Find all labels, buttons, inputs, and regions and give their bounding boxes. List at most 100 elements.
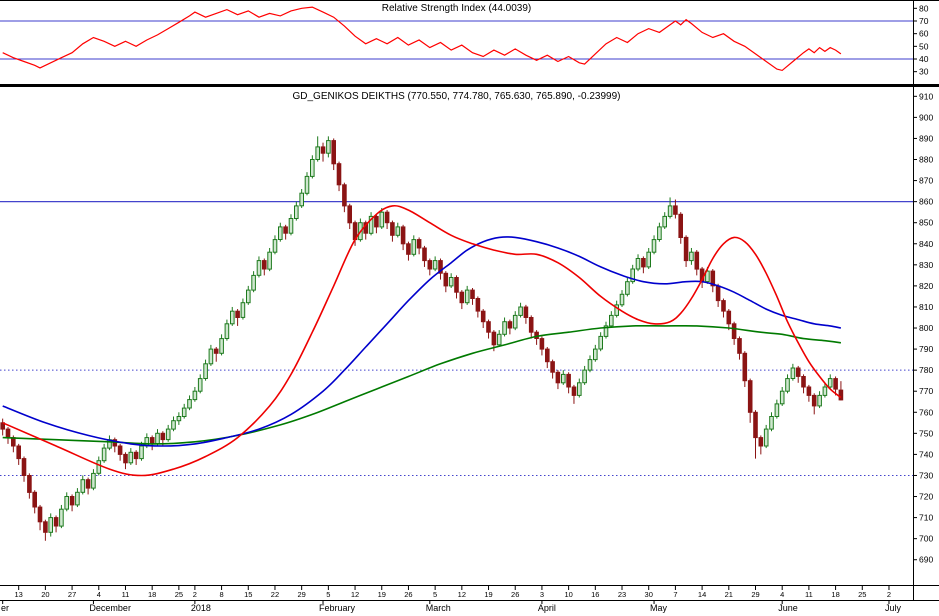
candlestick	[550, 359, 555, 379]
candle-body	[294, 205, 299, 219]
candle-body	[811, 394, 817, 407]
candle-body	[657, 226, 662, 240]
candlestick	[299, 189, 304, 208]
candlestick	[294, 201, 299, 221]
candle-body	[593, 348, 598, 361]
candle-body	[454, 277, 459, 293]
candle-body	[299, 192, 304, 207]
candlestick	[331, 138, 336, 171]
candlestick	[208, 344, 214, 366]
candlestick	[657, 222, 662, 242]
candlestick	[5, 427, 11, 444]
candlestick	[496, 330, 502, 347]
candle-body	[43, 521, 48, 533]
rsi-axis-label: 30	[919, 67, 929, 77]
date-tick-label: 19	[484, 590, 492, 599]
price-axis-label: 760	[919, 407, 933, 417]
candle-body	[518, 306, 523, 316]
candlestick	[16, 443, 21, 465]
candlestick	[715, 283, 721, 307]
candle-body	[667, 205, 673, 217]
date-tick-label: 18	[148, 590, 156, 599]
candle-body	[315, 146, 320, 160]
candle-body	[342, 184, 347, 207]
candle-body	[246, 289, 251, 304]
candlestick	[806, 384, 812, 402]
candle-body	[48, 517, 54, 533]
candlestick	[480, 309, 486, 329]
date-tick-label: 4	[97, 590, 101, 599]
candlestick	[630, 264, 636, 284]
candlestick	[59, 504, 64, 529]
candle-body	[555, 371, 561, 384]
candlestick	[523, 304, 529, 324]
candle-body	[416, 239, 422, 249]
candle-body	[411, 239, 417, 255]
price-axis-label: 740	[919, 449, 933, 459]
candlestick	[411, 235, 417, 257]
month-label: March	[426, 603, 451, 613]
candlestick	[64, 492, 70, 512]
date-tick-label: 29	[297, 590, 305, 599]
candle-body	[747, 380, 753, 413]
candlestick	[737, 336, 742, 360]
candle-body	[817, 394, 822, 407]
candle-body	[502, 321, 507, 335]
candle-body	[235, 310, 240, 319]
candle-body	[21, 458, 27, 477]
candlestick	[37, 504, 43, 531]
candlestick	[763, 424, 769, 449]
candlestick	[774, 399, 780, 419]
candle-body	[91, 472, 96, 489]
candlestick	[283, 224, 288, 240]
date-tick-label: 25	[858, 590, 866, 599]
candlestick	[454, 275, 459, 299]
candlestick	[278, 222, 283, 242]
candle-body	[80, 479, 86, 493]
date-tick-label: 21	[725, 590, 733, 599]
month-label: 2018	[191, 603, 211, 613]
candlestick	[507, 319, 513, 335]
date-tick-label: 27	[68, 590, 76, 599]
candle-body	[662, 215, 668, 228]
candle-body	[101, 447, 107, 462]
candle-body	[785, 378, 790, 392]
candlestick	[534, 330, 539, 345]
price-axis-label: 730	[919, 470, 933, 480]
candle-body	[27, 475, 32, 493]
date-tick-label: 22	[271, 590, 279, 599]
date-tick-label: 10	[564, 590, 572, 599]
date-tick-label: 13	[15, 590, 23, 599]
price-axis-label: 750	[919, 428, 933, 438]
candle-body	[507, 321, 513, 329]
price-axis-label: 880	[919, 155, 933, 165]
candlestick	[368, 212, 374, 236]
candle-body	[571, 386, 577, 396]
candlestick	[753, 410, 758, 459]
candle-body	[16, 445, 21, 460]
candle-body	[587, 359, 593, 371]
price-axis-label: 690	[919, 555, 933, 565]
candle-body	[374, 215, 379, 228]
candle-body	[443, 272, 449, 287]
candlestick	[555, 370, 561, 390]
candlestick	[112, 437, 118, 453]
candle-body	[528, 317, 534, 333]
candlestick	[667, 197, 673, 219]
rsi-axis-label: 50	[919, 41, 929, 51]
candle-body	[496, 333, 502, 346]
rsi-axis-label: 40	[919, 54, 929, 64]
candlestick	[251, 271, 256, 293]
candlestick	[422, 245, 427, 267]
candlestick	[689, 247, 694, 265]
candlestick	[731, 321, 737, 345]
candlestick	[758, 435, 764, 455]
candle-body	[822, 386, 828, 396]
candle-body	[278, 226, 283, 240]
candlestick	[197, 374, 203, 394]
candle-body	[304, 175, 310, 194]
candle-body	[139, 445, 144, 460]
candlestick	[518, 302, 523, 318]
candle-body	[240, 302, 246, 318]
